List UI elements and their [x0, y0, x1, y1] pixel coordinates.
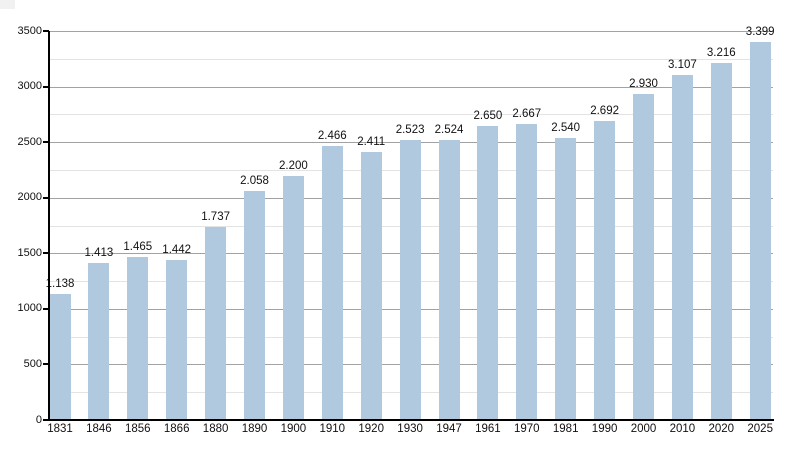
x-axis-tick-label: 1866	[163, 423, 190, 435]
bar-value-label: 2.667	[512, 107, 542, 120]
bar-value-label: 1.138	[45, 277, 75, 290]
x-axis-tick-label: 1930	[397, 423, 423, 435]
y-axis-tick-label: 2000	[17, 191, 42, 204]
bar-value-label: 3.399	[745, 26, 775, 39]
bar	[477, 125, 499, 420]
gridline-minor	[49, 114, 773, 116]
bar	[516, 123, 538, 420]
y-axis-tick	[43, 30, 49, 32]
x-axis-tick-label: 2010	[669, 423, 696, 435]
y-axis-tick	[43, 141, 49, 144]
bar-value-label: 1.413	[84, 247, 114, 259]
x-axis-tick-label: 1890	[241, 423, 268, 435]
bar	[321, 145, 343, 420]
x-axis-tick-label: 1947	[436, 423, 462, 435]
gridline-major	[49, 86, 773, 88]
bar	[244, 191, 265, 420]
x-axis-tick-label: 1970	[514, 423, 540, 435]
y-axis-tick-label: 3000	[17, 80, 42, 93]
bar	[671, 74, 693, 420]
y-axis-tick	[43, 85, 49, 88]
bar	[166, 259, 188, 420]
bar-value-label: 2.524	[434, 123, 464, 136]
y-axis-tick-label: 0	[35, 413, 42, 426]
x-axis-tick-label: 1900	[280, 423, 307, 435]
y-axis-tick	[43, 363, 49, 366]
bar-value-label: 2.200	[279, 159, 308, 172]
bar	[205, 226, 227, 420]
y-axis-tick-label: 2500	[17, 135, 42, 148]
y-axis-tick-label: 3500	[17, 24, 42, 37]
bar	[399, 139, 421, 420]
bar	[749, 42, 771, 420]
y-axis-tick-label: 1000	[17, 302, 42, 315]
x-axis-tick-label: 2000	[630, 423, 657, 435]
y-axis-tick	[43, 307, 49, 310]
y-axis-tick-label: 500	[23, 357, 42, 370]
y-axis-tick	[43, 419, 49, 421]
bar-value-label: 2.411	[357, 136, 386, 148]
y-axis-tick	[43, 252, 49, 255]
bar	[555, 137, 577, 420]
bar-value-label: 1.737	[201, 210, 230, 223]
x-axis-tick-label: 1831	[47, 423, 73, 435]
bar-value-label: 1.442	[162, 243, 192, 256]
bar-value-label: 3.107	[668, 58, 697, 71]
y-axis-tick-label: 1500	[17, 246, 42, 259]
bar	[127, 257, 149, 420]
bar-value-label: 3.216	[706, 46, 736, 59]
gridline-major	[49, 31, 773, 32]
x-axis-tick-label: 2025	[747, 423, 773, 435]
bar-value-label: 2.692	[590, 104, 619, 117]
bar	[710, 62, 732, 420]
x-axis-tick-label: 1856	[125, 423, 151, 435]
bar-value-label: 2.523	[395, 123, 425, 136]
bar	[360, 152, 382, 420]
x-axis-tick-label: 1846	[86, 423, 112, 435]
x-axis-tick-label: 1880	[202, 423, 229, 435]
x-axis-tick-label: 1981	[552, 423, 579, 435]
bar	[49, 293, 71, 420]
bar	[438, 139, 460, 420]
x-axis-tick-label: 1961	[475, 423, 501, 435]
y-axis-line	[48, 31, 50, 421]
x-axis-tick-label: 2020	[708, 423, 735, 435]
bar-value-label: 2.540	[551, 121, 581, 134]
bar	[633, 94, 654, 420]
bar-value-label: 1.465	[123, 241, 153, 254]
bar-value-label: 2.650	[473, 109, 503, 122]
bar-value-label: 2.466	[317, 129, 347, 142]
y-axis-tick	[43, 196, 49, 199]
bar-value-label: 2.058	[240, 175, 269, 188]
x-axis-tick-label: 1990	[591, 423, 618, 435]
bar-value-label: 2.930	[629, 78, 658, 91]
corner-artifact	[0, 0, 15, 9]
bar	[282, 175, 304, 420]
bar	[594, 120, 616, 420]
x-axis-line	[48, 419, 774, 421]
gridline-minor	[49, 58, 773, 60]
x-axis-tick-label: 1920	[358, 423, 384, 435]
x-axis-tick-label: 1910	[319, 423, 346, 435]
bar	[88, 263, 110, 420]
